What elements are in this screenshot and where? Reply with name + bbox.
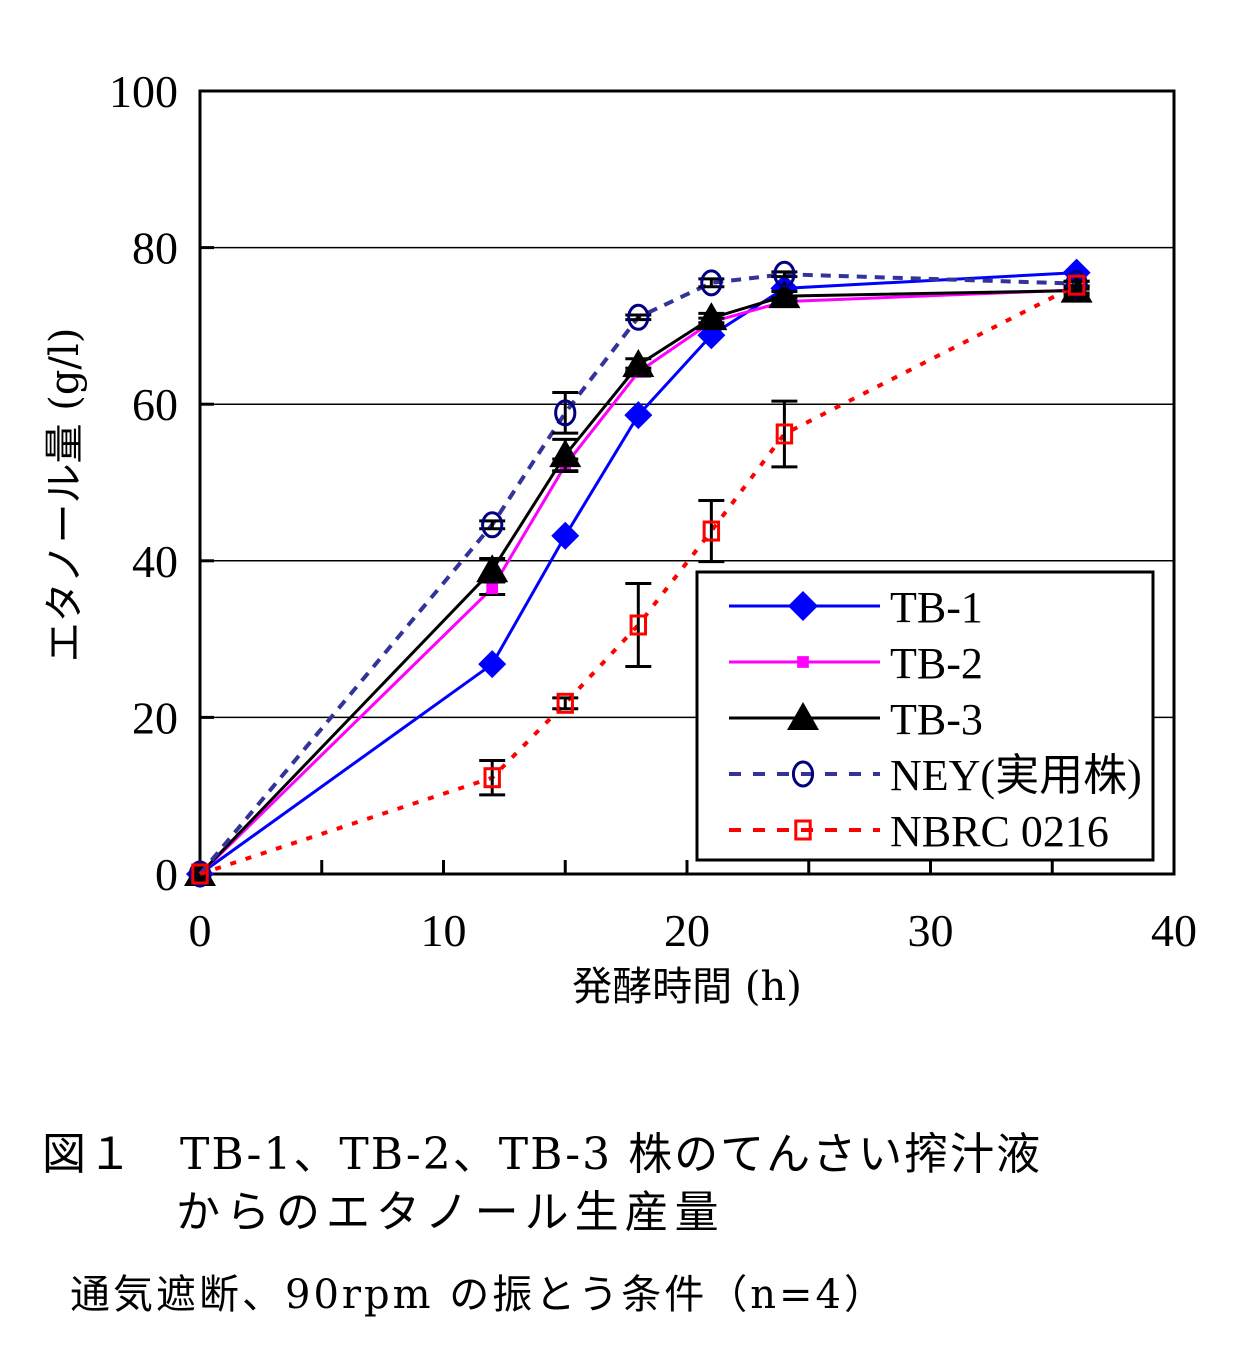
data-point — [478, 650, 507, 679]
experiment-conditions: 通気遮断、90rpm の振とう条件（n=4） — [70, 1272, 887, 1318]
y-tick-label: 60 — [132, 379, 178, 430]
data-point — [695, 302, 728, 331]
figure-title-line-1: 図１ TB-1、TB-2、TB-3 株のてんさい搾汁液 — [42, 1129, 1043, 1180]
legend-box — [695, 570, 1155, 862]
legend-label: TB-2 — [890, 639, 983, 688]
x-axis-title: 発酵時間 (h) — [572, 964, 802, 1010]
data-point — [775, 423, 794, 445]
ethanol-production-chart: 0 20 40 60 80 100 0 10 20 30 40 発酵時間 (h) エタノール量 (g… — [42, 66, 1197, 1010]
legend-entry: NBRC 0216 — [729, 807, 1109, 856]
x-tick-label: 10 — [421, 905, 467, 956]
data-point — [624, 401, 653, 430]
data-point — [627, 303, 650, 331]
legend-marker — [788, 591, 818, 621]
legend-marker — [797, 656, 809, 668]
legend-label: NEY(実用株) — [890, 751, 1142, 800]
legend-entry: TB-1 — [729, 583, 983, 632]
series-layer — [184, 258, 1093, 888]
y-tick-label: 0 — [155, 849, 178, 900]
data-point — [700, 269, 723, 297]
data-point — [773, 260, 796, 288]
x-tick-label: 20 — [664, 905, 710, 956]
x-tick-label: 0 — [189, 905, 212, 956]
data-point — [188, 860, 212, 888]
data-point — [622, 349, 655, 378]
data-point — [476, 554, 509, 583]
data-point — [556, 692, 574, 714]
data-point — [486, 582, 499, 595]
data-point — [1067, 274, 1086, 296]
x-tick-label: 40 — [1151, 905, 1197, 956]
x-tick-label: 30 — [908, 905, 954, 956]
data-point — [481, 511, 504, 539]
y-tick-label: 80 — [132, 223, 178, 274]
data-point — [549, 439, 582, 468]
legend-label: TB-3 — [890, 695, 983, 744]
legend-marker — [794, 819, 812, 841]
legend-entry: TB-2 — [729, 639, 983, 688]
data-point — [551, 521, 580, 550]
data-point — [768, 280, 801, 309]
data-point — [554, 399, 577, 427]
y-tick-label: 40 — [132, 536, 178, 587]
data-point — [191, 863, 209, 885]
figure-title-line-2: からのエタノール生産量 — [176, 1187, 725, 1238]
y-tick-label: 100 — [109, 66, 178, 117]
series-nbrc-0216 — [191, 274, 1090, 885]
legend-marker — [787, 702, 819, 730]
legend-marker — [791, 760, 815, 788]
legend-entry: NEY(実用株) — [729, 751, 1142, 800]
legend-entry: TB-3 — [729, 695, 983, 744]
legend-label: NBRC 0216 — [890, 807, 1109, 856]
y-tick-label: 20 — [132, 692, 178, 743]
data-point — [483, 767, 501, 789]
data-point — [629, 614, 647, 636]
legend: TB-1 TB-2 TB-3 NEY(実用株) NBRC 0216 — [695, 570, 1155, 862]
data-point — [702, 520, 721, 542]
tick-labels: 0 20 40 60 80 100 0 10 20 30 40 — [109, 66, 1197, 956]
y-axis-title: エタノール量 (g/l) — [42, 328, 88, 663]
legend-label: TB-1 — [890, 583, 983, 632]
